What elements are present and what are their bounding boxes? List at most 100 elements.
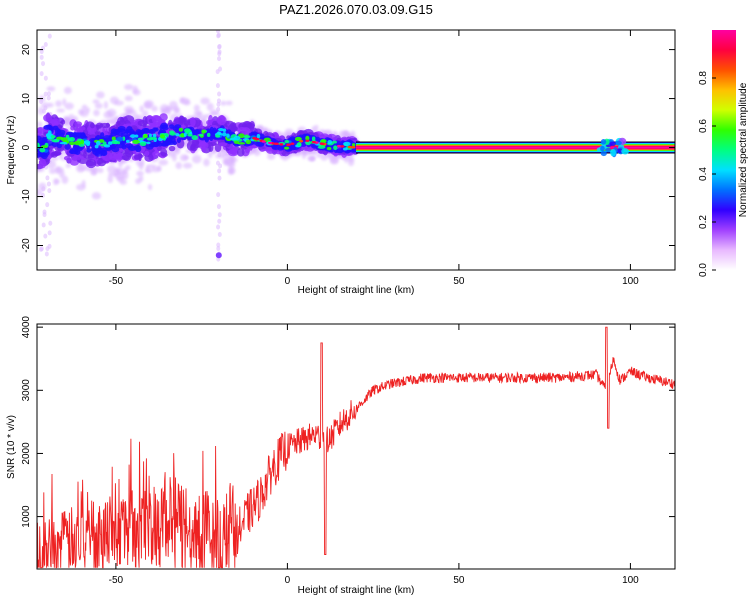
colorbar-tick-label-2: 0.4 (698, 167, 709, 181)
spectrogram-hotspot (55, 136, 64, 140)
spectrogram-scatter (76, 183, 86, 191)
spectrogram-hotspot (290, 142, 295, 145)
spectrogram-y-tick-label-4: -20 (21, 238, 32, 253)
spectrogram-band (53, 150, 62, 156)
spectrogram-hotspot (187, 133, 193, 137)
spectrogram-core (43, 124, 52, 130)
spectrogram-scatter (156, 165, 162, 172)
spectrogram-hotspot (69, 137, 75, 142)
spectrogram-hotspot (284, 139, 290, 144)
spectrogram-hotspot (47, 130, 52, 135)
spectrogram-hotspot (229, 137, 238, 141)
colorbar-tick-label-4: 0.8 (698, 71, 709, 85)
spectrogram-scatter (39, 71, 44, 77)
spectrogram-hotspot (169, 130, 175, 134)
spectrogram-band (168, 145, 176, 152)
spectrogram-scatter (217, 51, 222, 57)
snr-series (37, 326, 675, 569)
spectrogram-hotspot (198, 133, 204, 137)
spectrogram-hotspot (233, 140, 240, 144)
spectrogram-core (193, 129, 201, 135)
spectrogram-hotspot (351, 146, 356, 149)
spectrogram-band (63, 155, 71, 161)
spectrogram-scatter (42, 212, 47, 218)
spectrogram-core (86, 148, 92, 153)
spectrogram-scatter (182, 162, 193, 169)
spectrogram-core (40, 151, 48, 158)
spectrogram-hotspot (327, 139, 333, 145)
spectrogram-x-tick-label-1: 0 (285, 276, 291, 287)
spectrogram-hotspot (261, 140, 266, 143)
spectrogram-scatter (169, 100, 178, 110)
spectrogram-scatter (217, 152, 222, 158)
spectrogram-scatter (45, 202, 50, 208)
spectrogram-scatter (103, 110, 113, 119)
spectrogram-scatter (216, 33, 221, 39)
spectrogram-scatter (41, 222, 46, 228)
snr-y-axis-label: SNR (10 * v/v) (6, 415, 17, 479)
spectrogram-frame (36, 29, 676, 271)
snr-x-axis-label: Height of straight line (km) (298, 585, 415, 596)
colorbar: 0.0 0.2 0.4 0.6 0.8 Normalized spectral ampl… (698, 30, 749, 277)
spectrogram-scatter (93, 109, 100, 117)
spectrogram-scatter (55, 166, 64, 173)
spectrogram-hotspot (297, 142, 302, 147)
snr-x-tick-label-3: 100 (622, 575, 639, 586)
spectrogram-scatter (218, 163, 223, 169)
spectrogram-hotspot (222, 128, 227, 132)
spectrogram-core (152, 127, 158, 132)
spectrogram-scatter (47, 230, 52, 236)
spectrogram-hotspot (340, 145, 345, 148)
spectrogram-band (50, 118, 61, 127)
spectrogram-hotspot (102, 141, 107, 145)
spectrogram-core (204, 136, 209, 143)
spectrogram-x-axis-label: Height of straight line (km) (298, 285, 415, 296)
spectrogram-scatter (91, 192, 102, 200)
spectrogram-scatter (216, 192, 221, 198)
spectrogram-core (299, 142, 307, 147)
spectrogram-scatter (77, 108, 85, 115)
spectrogram-hotspot (274, 142, 279, 146)
spectrogram-scatter (85, 107, 91, 113)
spectrogram-hotspot (50, 135, 56, 139)
spectrogram-band (186, 140, 196, 151)
spectrogram-hotspot (183, 128, 191, 133)
spectrogram-band (216, 115, 227, 126)
snr-y-tick-label-3: 4000 (21, 316, 32, 339)
spectrogram-band (85, 158, 97, 169)
spectrogram-scatter (44, 251, 49, 257)
spectrogram-scatter (314, 124, 319, 130)
spectrogram-scatter (210, 111, 219, 116)
spectrogram-core (335, 148, 344, 154)
spectrogram-band (151, 115, 163, 125)
spectrogram-hotspot (69, 141, 76, 146)
spectrogram-hotspot (183, 132, 187, 137)
spectrogram-scatter (47, 188, 52, 194)
snr-frame (36, 323, 676, 570)
spectrogram-scatter (136, 170, 144, 177)
spectrogram-hotspot (226, 133, 230, 138)
spectrogram-hotspot (59, 141, 68, 145)
spectrogram-hotspot (206, 132, 211, 138)
spectrogram-hotspot (319, 142, 324, 145)
spectrogram-scatter (45, 175, 50, 181)
spectrogram-core (135, 129, 142, 136)
spectrogram-scatter (267, 153, 276, 160)
spectrogram-scatter (96, 91, 105, 99)
spectrogram-scatter (217, 231, 222, 237)
spectrogram-core (56, 129, 66, 136)
spectrogram-x-tick-label-2: 50 (453, 276, 465, 287)
spectrogram-hotspot (299, 139, 304, 143)
spectrogram-hotspot (137, 137, 145, 141)
spectrogram-scatter (41, 61, 46, 67)
spectrogram-band (208, 142, 214, 153)
spectrogram-hotspot (201, 129, 206, 134)
spectrogram-scatter (218, 66, 223, 72)
spectrogram-scatter (158, 159, 169, 166)
spectrogram-scatter (159, 104, 169, 113)
spectrogram-hotspot (73, 140, 82, 146)
spectrogram-hotspot (103, 144, 111, 148)
spectrogram-hotspot (37, 142, 40, 148)
spectrogram-scatter (347, 156, 355, 163)
